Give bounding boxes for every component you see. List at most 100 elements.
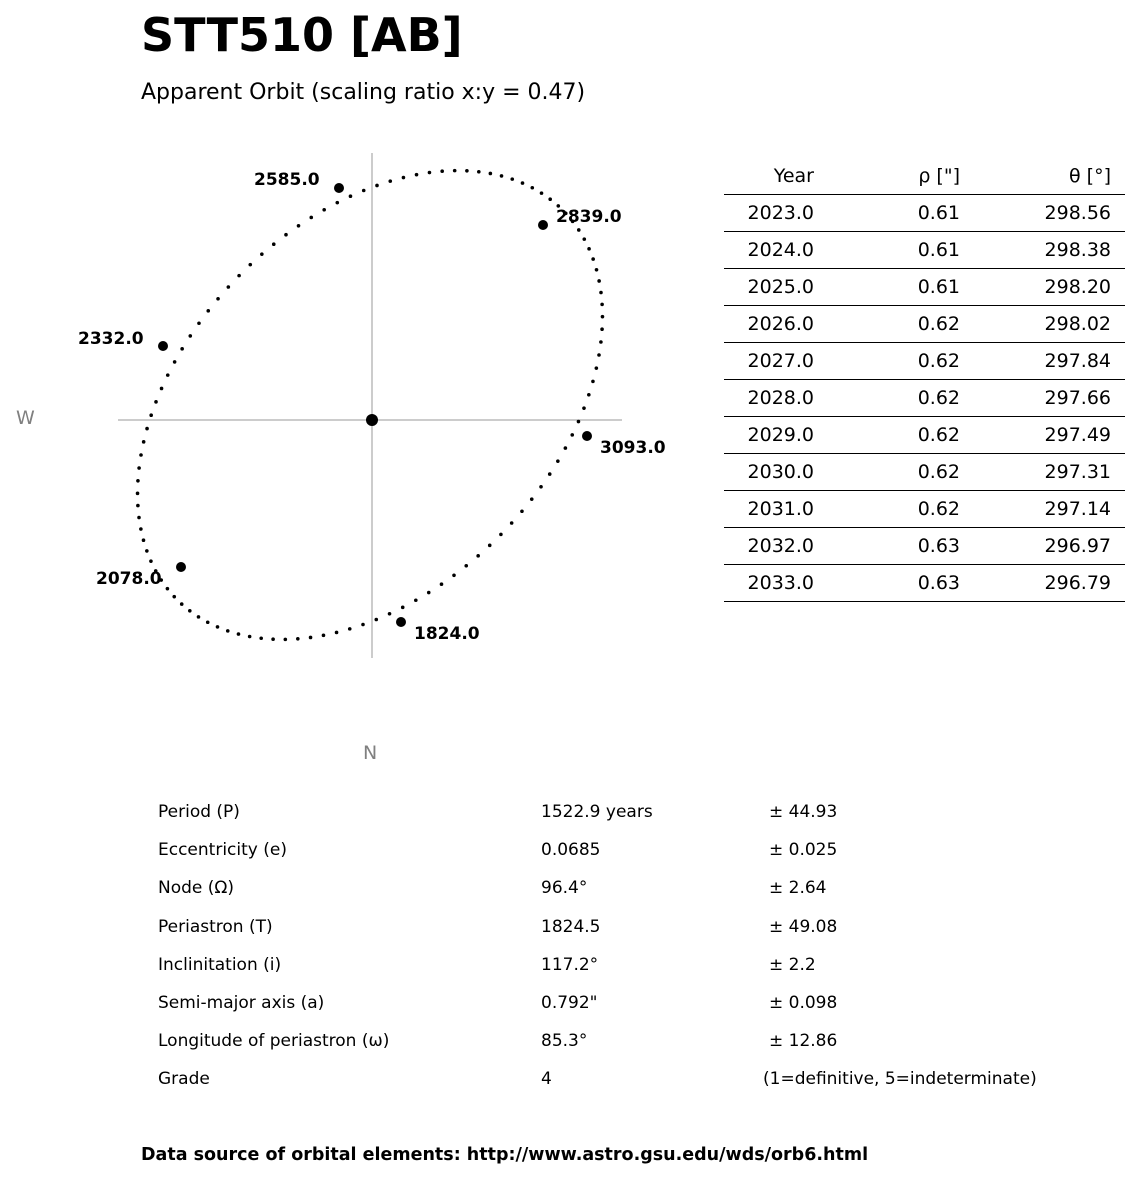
cell-theta: 297.31	[960, 453, 1111, 491]
cell-theta: 296.97	[960, 527, 1111, 565]
orbit-dot	[283, 637, 288, 642]
orbit-dot	[547, 472, 552, 476]
epoch-label: 2839.0	[556, 207, 622, 227]
orbit-dot	[284, 232, 288, 237]
orbit-dot	[509, 521, 514, 525]
orbit-dot	[440, 169, 444, 174]
orbit-dot	[499, 532, 503, 537]
orbit-dot	[308, 635, 313, 640]
orbit-dot	[499, 174, 504, 178]
orbit-dot	[477, 169, 481, 174]
element-name: Longitude of periastron (ω)	[158, 1031, 390, 1052]
orbit-dot	[271, 242, 276, 246]
table-row: 2032.0 0.63 296.97	[724, 527, 1125, 565]
orbit-dot	[197, 321, 201, 326]
orbit-dot	[427, 170, 432, 175]
orbit-dot	[334, 630, 339, 635]
west-label: W	[16, 407, 35, 429]
orbit-dot	[594, 366, 599, 370]
orbit-dot	[591, 379, 595, 384]
element-name: Grade	[158, 1069, 210, 1090]
cell-year: 2032.0	[724, 527, 814, 565]
orbit-dot	[570, 433, 575, 437]
element-name: Semi-major axis (a)	[158, 993, 325, 1013]
cell-year: 2028.0	[724, 379, 814, 417]
orbit-dot	[139, 527, 143, 531]
cell-year: 2030.0	[724, 453, 814, 491]
cell-rho: 0.63	[814, 527, 960, 565]
page-title: STT510 [AB]	[141, 8, 463, 62]
north-label: N	[363, 742, 378, 764]
epoch-marker	[334, 183, 344, 193]
orbit-dot	[136, 478, 140, 483]
orbit-dot	[361, 188, 366, 193]
primary-star-marker	[366, 414, 378, 426]
orbit-dot	[599, 290, 603, 295]
orbit-dot	[226, 285, 231, 289]
orbit-dot	[205, 620, 210, 625]
orbit-dot	[141, 440, 146, 444]
element-value: 1824.5	[541, 916, 601, 937]
element-error: ± 0.025	[769, 840, 838, 861]
cell-rho: 0.61	[814, 268, 960, 306]
orbit-dot	[309, 215, 314, 220]
cell-theta: 298.56	[960, 194, 1111, 232]
epoch-marker	[176, 562, 186, 572]
table-row: 2025.0 0.61 298.20	[724, 268, 1125, 306]
orbit-dot	[159, 386, 164, 391]
orbit-dot	[600, 302, 604, 307]
orbit-dot	[539, 484, 543, 489]
orbit-dot	[154, 400, 158, 404]
element-value: 4	[541, 1069, 552, 1090]
table-row: 2030.0 0.62 297.31	[724, 453, 1125, 491]
cell-theta: 298.02	[960, 305, 1111, 343]
orbit-dot	[237, 273, 241, 278]
epoch-label: 1824.0	[414, 624, 480, 644]
orbit-dot	[215, 625, 220, 629]
orbit-plot: 2585.0 2839.0 2332.0 3093.0 2078.0 1824.0	[78, 153, 666, 658]
chart-subtitle: Apparent Orbit (scaling ratio x:y = 0.47…	[141, 80, 586, 105]
orbit-dot	[135, 491, 140, 496]
epoch-marker	[158, 341, 168, 351]
orbit-dot	[597, 353, 601, 357]
orbit-dot	[188, 609, 192, 613]
orbit-dot	[591, 257, 595, 261]
orbit-dot	[153, 569, 158, 573]
orbit-dot	[556, 459, 560, 463]
orbit-dot	[137, 515, 141, 520]
orbit-dot	[576, 228, 581, 232]
orbit-dot	[563, 211, 568, 216]
cell-year: 2029.0	[724, 416, 814, 454]
cell-year: 2027.0	[724, 342, 814, 380]
cell-rho: 0.62	[814, 379, 960, 417]
orbit-dot	[196, 615, 201, 619]
orbit-dot	[335, 200, 340, 205]
orbit-dot	[587, 247, 591, 251]
element-error: (1=definitive, 5=indeterminate)	[763, 1069, 1037, 1090]
orbit-dot	[165, 373, 170, 377]
orbit-dot	[594, 268, 599, 272]
orbit-dot	[400, 605, 405, 610]
orbit-dot	[206, 309, 211, 313]
cell-year: 2026.0	[724, 305, 814, 343]
orbit-dot	[426, 590, 431, 595]
element-error: ± 44.93	[769, 802, 838, 822]
orbit-dot	[548, 197, 552, 201]
element-name: Node (Ω)	[158, 878, 235, 899]
orbit-dot	[361, 622, 365, 627]
orbit-dot	[439, 582, 444, 587]
orbit-dot	[570, 219, 575, 224]
element-value: 85.3°	[541, 1031, 588, 1052]
orbit-dot	[139, 453, 143, 457]
orbit-dot	[530, 185, 535, 190]
orbit-dot	[556, 204, 561, 208]
element-error: ± 0.098	[769, 993, 838, 1013]
cell-year: 2023.0	[724, 194, 814, 232]
cell-year: 2033.0	[724, 564, 814, 602]
cell-year: 2024.0	[724, 231, 814, 269]
epoch-marker	[538, 220, 548, 230]
header-rho: ρ ["]	[814, 158, 960, 195]
element-value: 0.0685	[541, 840, 601, 861]
orbit-dot	[260, 252, 264, 256]
